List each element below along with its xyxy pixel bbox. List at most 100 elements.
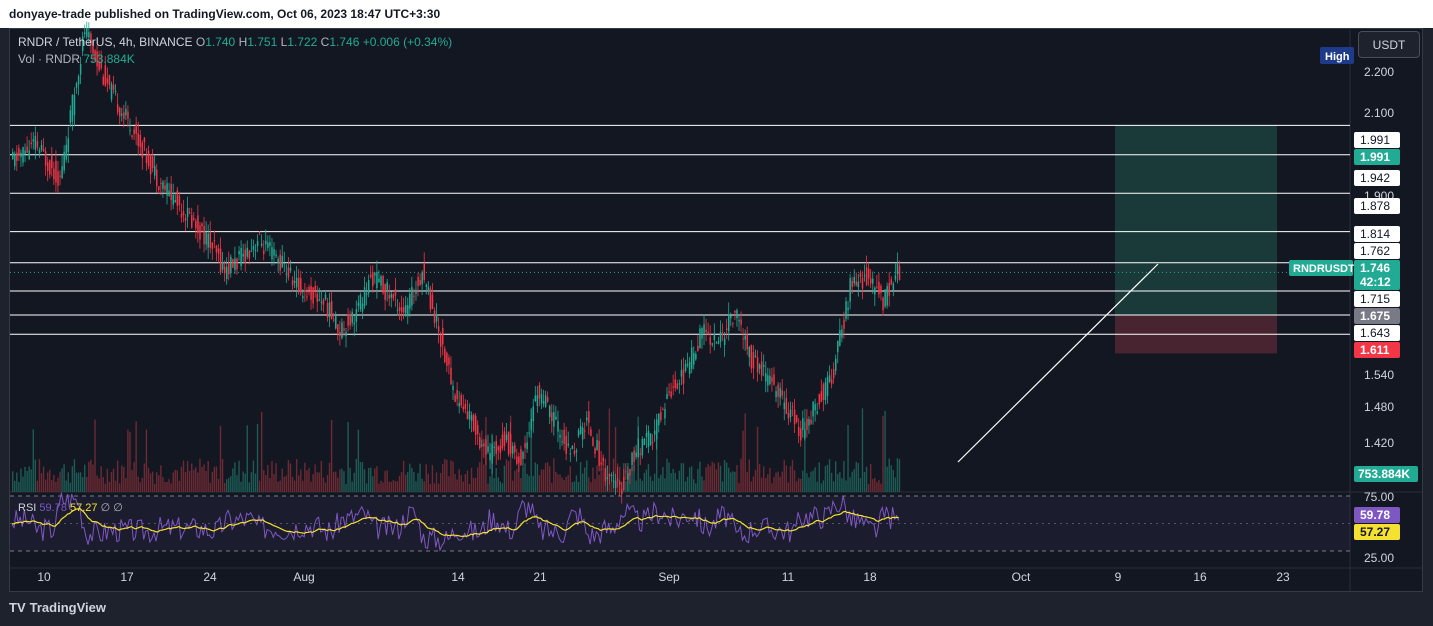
candle-body (263, 250, 265, 255)
volume-bar (228, 477, 230, 492)
volume-bar (90, 459, 92, 492)
candle-body (240, 247, 242, 267)
volume-bar (118, 483, 121, 492)
volume-bar (98, 478, 100, 492)
candle-body (168, 190, 170, 197)
candle-body (184, 217, 187, 221)
candle-body (293, 280, 296, 283)
volume-bar (855, 461, 857, 492)
symbol-name[interactable]: RNDR / TetherUS, 4h, BINANCE (18, 35, 193, 49)
candle-body (339, 332, 341, 336)
volume-bar (538, 475, 541, 492)
volume-bar (40, 473, 43, 492)
candle-body (658, 413, 660, 426)
volume-bar (464, 474, 467, 492)
candle-body (71, 94, 74, 122)
volume-bar (123, 466, 125, 492)
volume-bar (793, 470, 796, 492)
candle-body (651, 442, 654, 444)
volume-bar (326, 474, 329, 492)
candle-body (145, 155, 148, 163)
volume-bar (30, 469, 32, 492)
candle-body (485, 439, 487, 455)
candle-body (234, 258, 236, 270)
volume-bar (73, 459, 76, 492)
candle-body (382, 275, 384, 294)
volume-bar (168, 479, 170, 492)
candle-body (616, 478, 619, 482)
volume-bar (690, 466, 693, 492)
candle-body (542, 401, 545, 404)
volume-bar (890, 465, 892, 492)
candle-body (841, 329, 843, 338)
candle-body (209, 232, 212, 248)
volume-bar (719, 465, 722, 492)
volume-bar (660, 474, 662, 492)
candle-body (265, 240, 267, 245)
volume-bar (367, 467, 370, 492)
candle-body (837, 340, 839, 353)
volume-bar (596, 465, 598, 492)
candle-body (14, 153, 16, 167)
candle-body (160, 182, 162, 184)
volume-bar (614, 427, 617, 492)
volume-bar (734, 471, 736, 492)
candle-body (853, 276, 856, 284)
volume-bar (221, 459, 224, 492)
volume-bar (684, 481, 687, 492)
volume-bar (863, 472, 866, 492)
candle-body (808, 419, 810, 426)
volume-bar (20, 468, 22, 492)
currency-button[interactable]: USDT (1358, 31, 1420, 58)
volume-bar (662, 466, 664, 492)
volume-bar (328, 462, 331, 492)
volume-bar (380, 480, 382, 492)
rsi-extra-2: ∅ (113, 502, 123, 514)
volume-tag-text: 753.884K (1358, 467, 1410, 481)
candle-body (79, 63, 82, 75)
time-axis-tick: 17 (120, 570, 134, 584)
rsi-label[interactable]: RSI (18, 502, 37, 514)
candle-body (522, 451, 524, 459)
volume-bar (699, 461, 701, 492)
candle-body (487, 446, 489, 452)
volume-bar (106, 468, 109, 492)
candle-body (849, 278, 851, 302)
volume-bar (454, 474, 456, 492)
volume-bar (295, 458, 298, 492)
candle-body (341, 322, 343, 339)
volume-bar (112, 468, 115, 492)
volume-bar (404, 474, 407, 492)
tradingview-footer[interactable]: TV TradingView (9, 600, 106, 615)
candle-body (872, 278, 874, 284)
volume-bar (581, 473, 584, 492)
volume-bar (411, 468, 413, 492)
volume-bar (631, 466, 633, 492)
candle-body (345, 331, 347, 336)
candle-body (789, 409, 792, 418)
candle-body (748, 347, 751, 358)
candle-body (396, 309, 399, 311)
candle-body (191, 215, 193, 228)
candle-body (125, 108, 127, 116)
volume-bar (857, 463, 860, 492)
volume-bar (71, 466, 74, 492)
candle-body (306, 296, 308, 298)
volume-bar (69, 482, 72, 492)
volume-legend: Vol · RNDR 753.884K (18, 52, 135, 66)
volume-bar (341, 468, 343, 492)
volume-bar (520, 478, 522, 492)
candle-body (205, 232, 207, 245)
volume-bar (213, 466, 216, 492)
volume-bar (476, 467, 479, 492)
candle-body (59, 175, 61, 177)
volume-bar (758, 464, 761, 492)
candle-body (641, 438, 644, 456)
candle-body (277, 258, 279, 264)
volume-bar (878, 480, 880, 492)
volume-bar (588, 477, 590, 492)
volume-bar (528, 475, 530, 492)
volume-label[interactable]: Vol · RNDR (18, 52, 81, 66)
price-label-text: 1.715 (1360, 292, 1390, 306)
